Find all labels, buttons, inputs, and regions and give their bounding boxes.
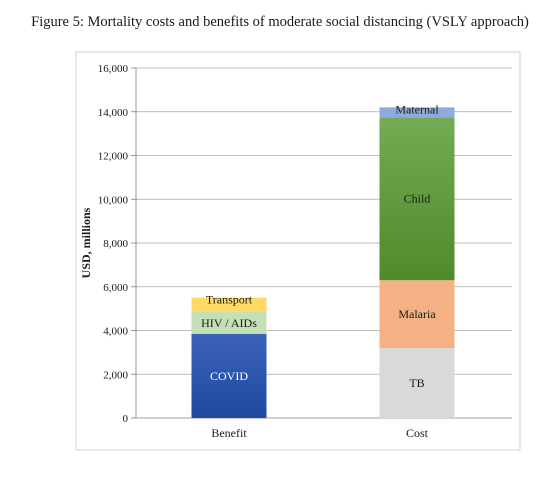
segment-label: Child: [404, 192, 431, 206]
y-tick-label: 0: [123, 413, 129, 425]
bar-segment-tb: [379, 348, 455, 418]
y-tick-label: 6,000: [103, 282, 128, 294]
bar-segment-covid: [191, 333, 267, 418]
x-tick-label: Cost: [406, 426, 429, 440]
bar-segment-malaria: [379, 280, 455, 348]
bar-segment-hiv-aids: [191, 311, 267, 334]
y-tick-label: 10,000: [98, 194, 129, 206]
segment-label: Transport: [206, 293, 253, 307]
y-tick-label: 16,000: [98, 63, 129, 75]
y-tick-label: 8,000: [103, 238, 128, 250]
segment-label: TB: [409, 376, 424, 390]
bars: [191, 107, 455, 418]
figure-caption: Figure 5: Mortality costs and benefits o…: [31, 14, 529, 30]
y-tick-label: 12,000: [98, 151, 129, 163]
y-tick-label: 4,000: [103, 326, 128, 338]
labels: COVID HIV / AIDs Transport TB Malaria Child Ma…: [201, 102, 439, 390]
y-axis-label: USD, millions: [79, 207, 93, 278]
y-tick-label: 14,000: [98, 107, 129, 119]
segment-label: COVID: [210, 369, 248, 383]
segment-label: Maternal: [395, 102, 439, 116]
bar-segment-child: [379, 117, 455, 281]
segment-label: HIV / AIDs: [201, 316, 257, 330]
bar-segment-transport: [191, 297, 267, 312]
x-tick-label: Benefit: [211, 426, 247, 440]
bar-segment-maternal: [379, 107, 455, 118]
y-tick-label: 2,000: [103, 369, 128, 381]
segment-label: Malaria: [398, 307, 436, 321]
